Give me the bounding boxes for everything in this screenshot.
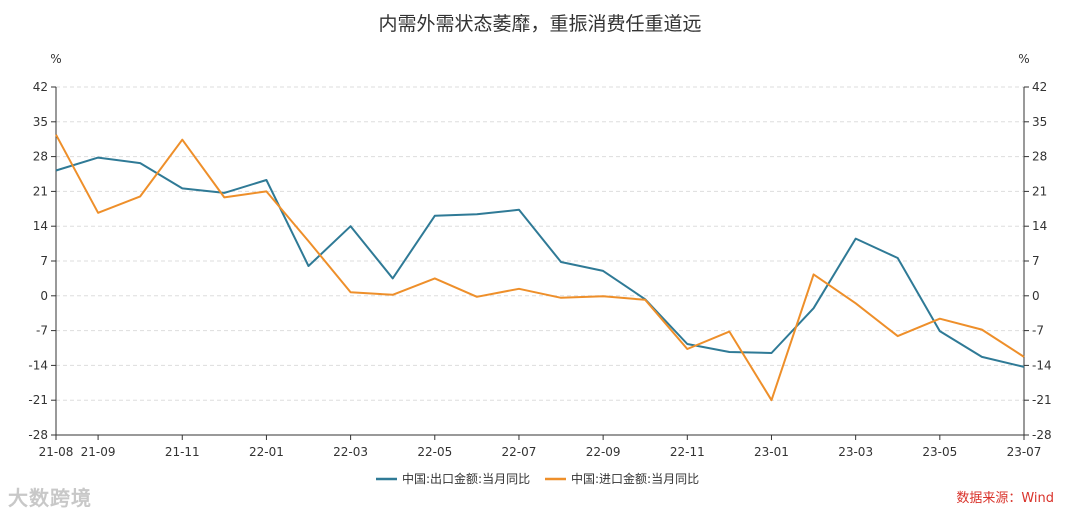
legend-label-1: 中国:出口金额:当月同比 xyxy=(402,471,530,486)
y-tick-label-left: 7 xyxy=(40,254,48,268)
series-line-1 xyxy=(55,156,1025,368)
legend-label-2: 中国:进口金额:当月同比 xyxy=(571,471,699,486)
x-tick-label: 23-03 xyxy=(838,445,873,459)
x-tick-label: 23-01 xyxy=(754,445,789,459)
y-tick-label-right: 7 xyxy=(1032,254,1040,268)
y-tick-label-right: 21 xyxy=(1032,184,1047,198)
gridlines xyxy=(56,86,1024,401)
y-tick-label-left: -21 xyxy=(28,393,48,407)
x-tick-label: 22-05 xyxy=(417,445,452,459)
y-tick-label-right: 0 xyxy=(1032,289,1040,303)
series-lines xyxy=(55,134,1025,402)
y-unit-left: % xyxy=(50,52,61,66)
x-tick-label: 22-09 xyxy=(586,445,621,459)
x-tick-label: 21-08 xyxy=(39,445,74,459)
x-tick-label: 23-07 xyxy=(1007,445,1042,459)
y-tick-label-right: 35 xyxy=(1032,115,1047,129)
y-tick-label-right: -21 xyxy=(1032,393,1052,407)
x-tick-label: 22-01 xyxy=(249,445,284,459)
y-tick-label-right: -28 xyxy=(1032,428,1052,442)
y-tick-label-right: 42 xyxy=(1032,80,1047,94)
y-tick-label-right: -14 xyxy=(1032,358,1052,372)
x-tick-label: 22-07 xyxy=(502,445,537,459)
y-tick-label-right: 28 xyxy=(1032,150,1047,164)
legend: 中国:出口金额:当月同比 中国:进口金额:当月同比 xyxy=(376,471,699,486)
y-tick-label-left: 28 xyxy=(33,150,48,164)
y-tick-label-right: -7 xyxy=(1032,324,1044,338)
y-tick-label-left: 42 xyxy=(33,80,48,94)
chart-title: 内需外需状态萎靡，重振消费任重道远 xyxy=(378,13,701,35)
y-tick-label-left: -28 xyxy=(28,428,48,442)
y-tick-label-left: 14 xyxy=(33,219,48,233)
x-tick-label: 23-05 xyxy=(922,445,957,459)
x-tick-label: 22-11 xyxy=(670,445,705,459)
x-tick-label: 21-09 xyxy=(81,445,116,459)
y-tick-label-left: -7 xyxy=(36,324,48,338)
y-tick-label-left: 35 xyxy=(33,115,48,129)
x-tick-label: 21-11 xyxy=(165,445,200,459)
watermark: 大数跨境 xyxy=(8,486,92,510)
series-line-2 xyxy=(55,134,1025,402)
y-tick-label-right: 14 xyxy=(1032,219,1047,233)
y-tick-label-left: 21 xyxy=(33,184,48,198)
x-tick-label: 22-03 xyxy=(333,445,368,459)
y-tick-label-left: -14 xyxy=(28,358,48,372)
y-tick-label-left: 0 xyxy=(40,289,48,303)
source-note: 数据来源：Wind xyxy=(956,491,1054,506)
y-unit-right: % xyxy=(1018,52,1029,66)
axes: 42 42 35 35 28 28 21 21 14 14 7 7 0 0 -7 -7 -14 -14 -21 -21… xyxy=(28,80,1051,459)
